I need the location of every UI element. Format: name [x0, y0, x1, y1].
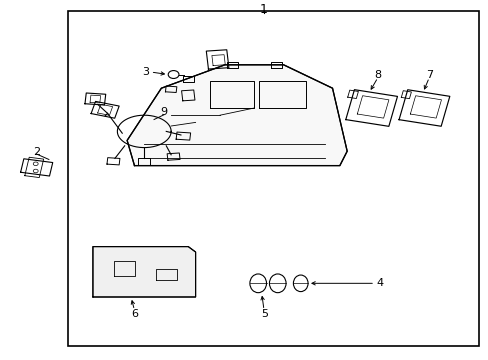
Text: 9: 9: [160, 107, 167, 117]
Text: 2: 2: [33, 147, 40, 157]
Text: 8: 8: [374, 70, 381, 80]
Text: 5: 5: [261, 309, 268, 319]
Text: 4: 4: [376, 278, 383, 288]
Text: 6: 6: [131, 309, 138, 319]
Text: 7: 7: [425, 70, 432, 80]
Text: 1: 1: [260, 3, 267, 15]
Bar: [68, 11, 478, 346]
Text: 3: 3: [142, 67, 149, 77]
Polygon shape: [127, 65, 346, 166]
Polygon shape: [93, 247, 195, 297]
